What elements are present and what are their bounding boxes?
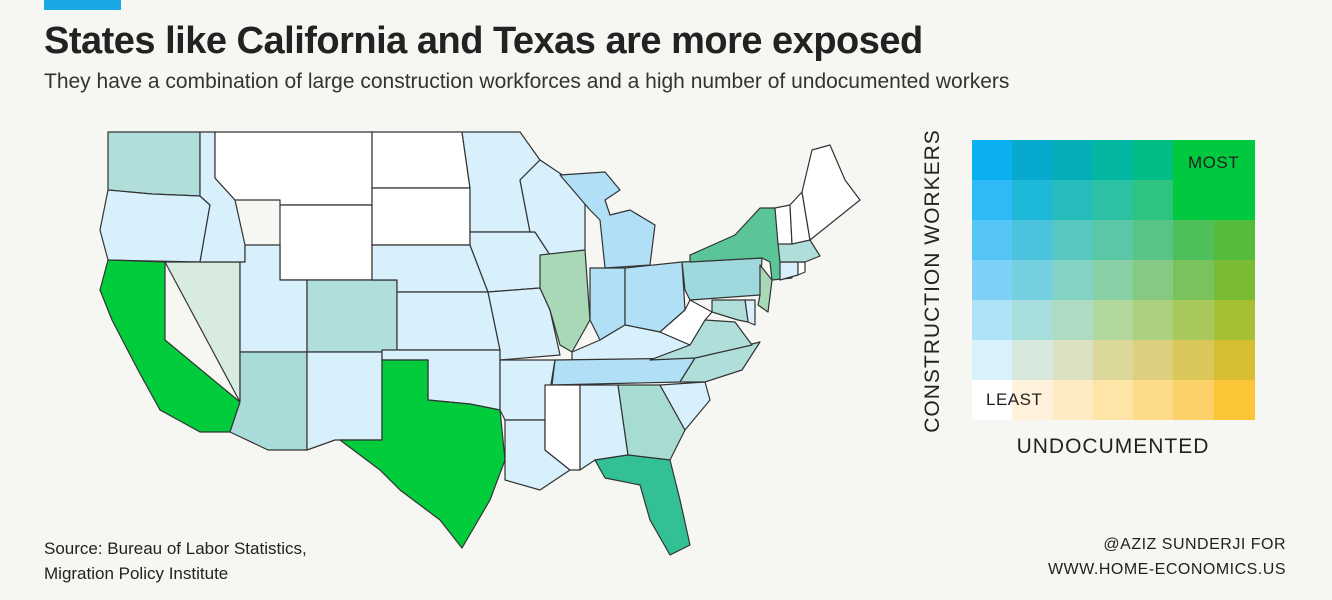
source-note: Source: Bureau of Labor Statistics, Migr… [44, 536, 307, 586]
state-wyoming [279, 204, 373, 281]
legend-cell [1052, 220, 1094, 260]
source-line-1: Source: Bureau of Labor Statistics, [44, 539, 307, 558]
state-vermont [774, 204, 793, 245]
legend-cell [1012, 180, 1054, 220]
state-south-dakota [371, 187, 471, 246]
state-kansas [396, 291, 501, 351]
legend-cell [1213, 220, 1255, 260]
credit-line-2: WWW.HOME-ECONOMICS.US [1047, 561, 1286, 578]
state-new-york [689, 207, 793, 281]
legend-most-label: MOST [1188, 153, 1240, 172]
state-south-carolina [659, 381, 711, 431]
legend-cell [1173, 300, 1215, 340]
legend-cell [1133, 380, 1175, 420]
legend-cell [1133, 180, 1175, 220]
state-mississippi [544, 384, 581, 471]
legend-cell [1173, 340, 1215, 380]
state-arizona [229, 351, 308, 451]
state-tennessee [551, 357, 696, 386]
credit-note: @AZIZ SUNDERJI FOR WWW.HOME-ECONOMICS.US [1048, 532, 1286, 582]
legend-cell [1052, 140, 1094, 180]
legend-cell [1012, 260, 1054, 300]
bivariate-legend [972, 140, 1255, 420]
legend-cell [1012, 380, 1054, 420]
state-oregon [99, 189, 211, 263]
chart-subtitle: They have a combination of large constru… [44, 70, 1010, 93]
accent-bar [44, 0, 121, 10]
legend-cell [1213, 340, 1255, 380]
legend-cell [1012, 140, 1054, 180]
state-connecticut [779, 261, 799, 281]
state-california [99, 259, 241, 433]
state-north-carolina [679, 341, 761, 383]
legend-cell [1092, 260, 1134, 300]
credit-line-1: @AZIZ SUNDERJI FOR [1103, 536, 1286, 553]
legend-cell [1173, 140, 1215, 180]
legend-cell [1133, 340, 1175, 380]
state-texas [339, 359, 506, 549]
us-state-map [99, 131, 861, 556]
state-maryland [711, 299, 749, 323]
legend-cell [1213, 380, 1255, 420]
legend-cell [1052, 260, 1094, 300]
legend-cell [1133, 220, 1175, 260]
state-illinois [539, 249, 591, 353]
state-north-dakota [371, 131, 471, 189]
legend-x-axis-label: UNDOCUMENTED [1016, 435, 1210, 458]
legend-y-axis-label: CONSTRUCTION WORKERS [921, 129, 944, 433]
legend-cell [972, 380, 1013, 420]
legend-cell [972, 260, 1013, 300]
state-maine [801, 144, 861, 241]
legend-cell [1012, 340, 1054, 380]
legend-cell [1092, 220, 1134, 260]
legend-cell [1173, 220, 1215, 260]
legend-cell [1213, 180, 1255, 220]
legend-cell [1092, 340, 1134, 380]
state-washington [107, 131, 201, 197]
legend-cell [1012, 300, 1054, 340]
state-rhode-island [797, 261, 806, 276]
source-line-2: Migration Policy Institute [44, 564, 229, 583]
state-colorado [306, 279, 398, 353]
legend-cell [972, 140, 1013, 180]
state-florida [594, 454, 691, 556]
legend-cell [1012, 220, 1054, 260]
legend-cell [972, 300, 1013, 340]
legend-cell [1092, 300, 1134, 340]
legend-cell [1213, 260, 1255, 300]
legend-cell [1092, 180, 1134, 220]
legend-cell [1173, 180, 1215, 220]
legend-cell [972, 340, 1013, 380]
legend-cell [1092, 380, 1134, 420]
legend-least-label: LEAST [986, 390, 1043, 409]
legend-cell [1213, 140, 1255, 180]
legend-cell [1052, 380, 1094, 420]
legend-cell [1213, 300, 1255, 340]
state-new-mexico [306, 351, 383, 451]
state-new-jersey [757, 264, 773, 313]
legend-cell [1052, 180, 1094, 220]
legend-cell [1052, 300, 1094, 340]
state-michigan [559, 171, 656, 269]
legend-cell [1133, 300, 1175, 340]
legend-cell [1173, 380, 1215, 420]
state-pennsylvania [681, 257, 763, 301]
legend-cell [1133, 260, 1175, 300]
chart-title: States like California and Texas are mor… [44, 20, 923, 62]
legend-cell [1052, 340, 1094, 380]
legend-cell [1092, 140, 1134, 180]
state-montana [214, 131, 373, 206]
state-georgia [617, 384, 686, 461]
legend-cell [972, 180, 1013, 220]
legend-cell [1173, 260, 1215, 300]
legend-cell [972, 220, 1013, 260]
legend-cell [1133, 140, 1175, 180]
